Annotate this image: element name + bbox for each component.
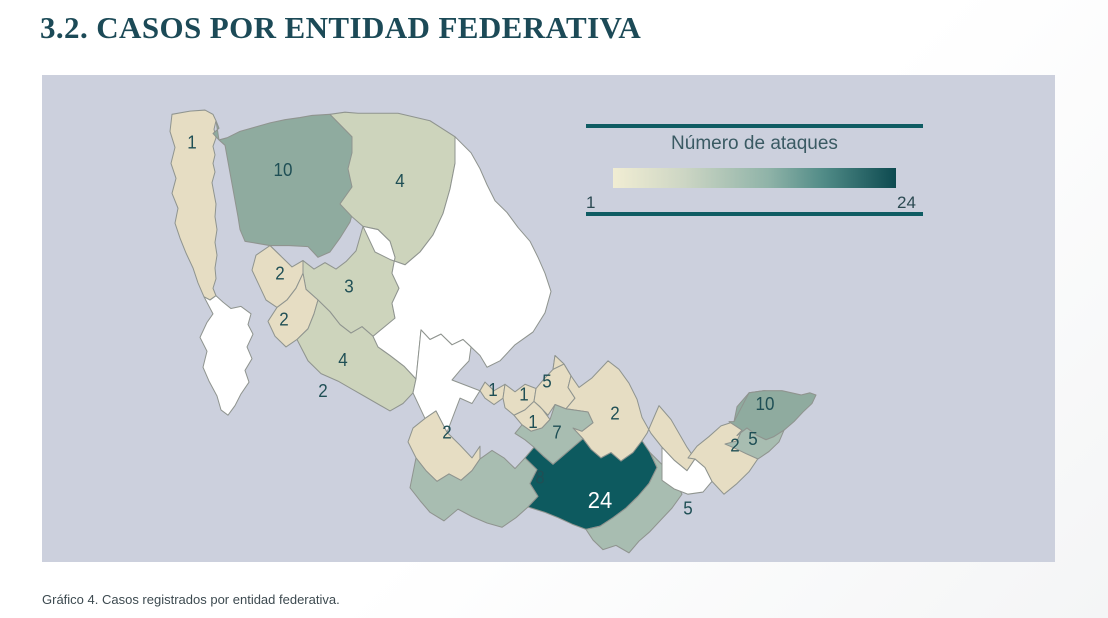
svg-text:2: 2 [442,422,451,443]
svg-text:24: 24 [588,486,612,513]
svg-text:2: 2 [730,435,739,456]
svg-text:1: 1 [187,132,196,153]
svg-text:4: 4 [338,350,348,371]
svg-text:2: 2 [279,309,288,330]
svg-text:5: 5 [748,429,758,450]
svg-text:2: 2 [318,381,327,402]
svg-text:8: 8 [535,467,544,488]
svg-text:1: 1 [528,412,537,433]
svg-text:2: 2 [275,263,284,284]
svg-text:1: 1 [519,384,528,405]
svg-text:2: 2 [610,403,619,424]
svg-text:10: 10 [274,160,293,181]
svg-text:5: 5 [683,498,693,519]
svg-text:10: 10 [756,393,775,414]
svg-text:7: 7 [552,422,561,443]
svg-text:4: 4 [395,170,405,191]
svg-text:1: 1 [488,380,497,401]
svg-text:3: 3 [344,276,353,297]
svg-text:5: 5 [542,371,552,392]
